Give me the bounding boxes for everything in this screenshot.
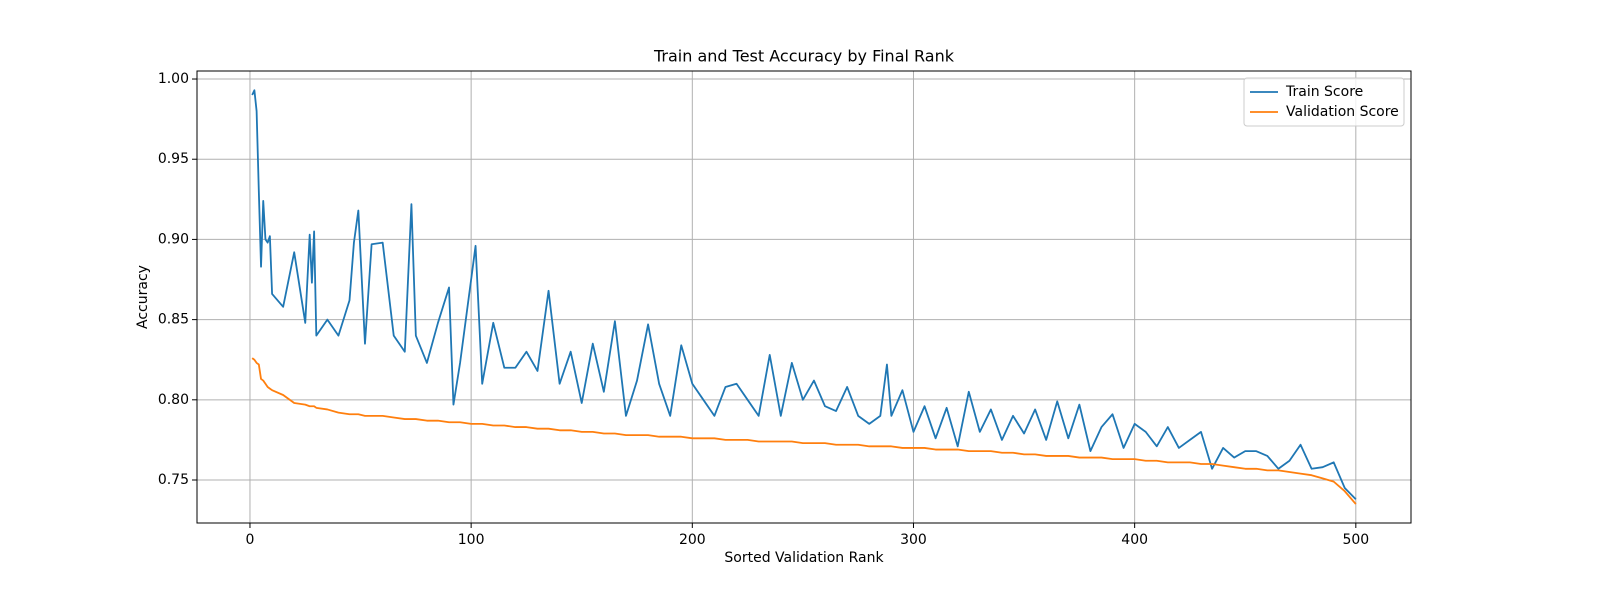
y-tick-label: 0.85 <box>158 312 189 328</box>
chart-title: Train and Test Accuracy by Final Rank <box>653 47 955 66</box>
x-tick-label: 400 <box>1121 532 1148 548</box>
x-tick-label: 300 <box>900 532 927 548</box>
x-tick-label: 200 <box>679 532 706 548</box>
legend-box <box>1243 77 1405 127</box>
legend-label: Validation Score <box>1286 104 1399 120</box>
y-axis-label: Accuracy <box>135 265 151 329</box>
y-tick-label: 1.00 <box>158 71 189 87</box>
y-tick-label: 0.75 <box>158 472 189 488</box>
x-tick-label: 500 <box>1342 532 1369 548</box>
data-line <box>251 89 1357 500</box>
y-tick-label: 0.90 <box>158 231 189 247</box>
x-tick-label: 100 <box>458 532 485 548</box>
legend-label: Train Score <box>1285 84 1363 100</box>
data-line <box>251 357 1357 505</box>
plot-frame <box>196 70 1412 524</box>
x-axis-label: Sorted Validation Rank <box>724 550 884 566</box>
x-tick-label: 0 <box>246 532 255 548</box>
y-tick-label: 0.80 <box>158 392 189 408</box>
y-tick-label: 0.95 <box>158 151 189 167</box>
